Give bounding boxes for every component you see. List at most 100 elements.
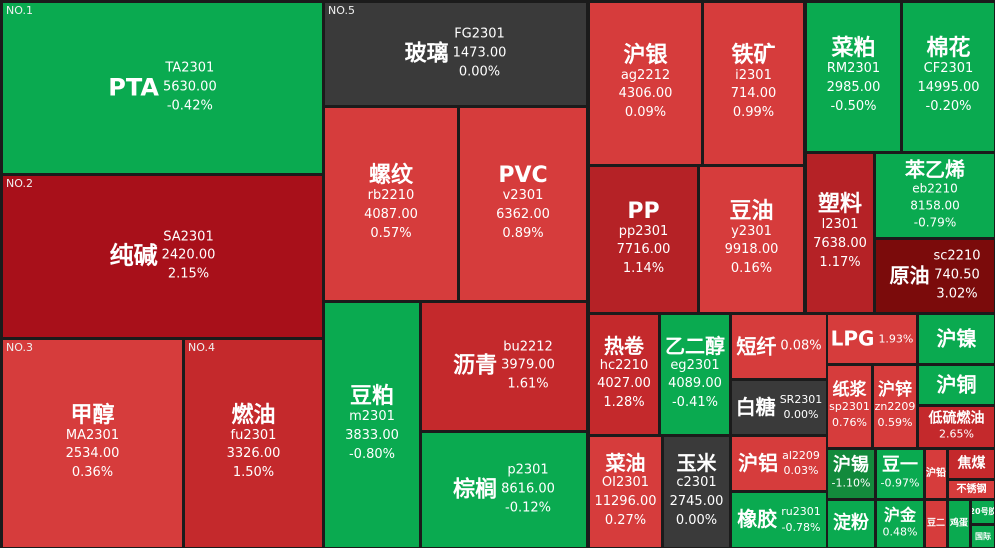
tile-code: bu2212 xyxy=(503,339,553,355)
tile-change: 1.14% xyxy=(622,261,665,277)
tile-info: TA2301 5630.00 -0.42% xyxy=(163,60,217,117)
treemap-tile-fu2301[interactable]: NO.4 燃油 fu2301 3326.00 1.50% xyxy=(184,339,323,548)
tile-price: 3979.00 xyxy=(501,358,555,374)
tile-content: 橡胶 ru2301 -0.78% xyxy=(737,504,821,536)
treemap-tile-21[interactable]: 短纤 0.08% xyxy=(731,314,827,379)
tile-code: m2301 xyxy=(349,409,395,425)
tile-content: 乙二醇 eg2301 4089.00 -0.41% xyxy=(665,335,725,414)
tile-name: 纸浆 xyxy=(832,379,867,400)
tile-content: 纸浆 sp2301 0.76% xyxy=(829,379,870,432)
treemap-tile-i2301[interactable]: 铁矿 i2301 714.00 0.99% xyxy=(703,2,804,165)
treemap-tile-38[interactable]: 淀粉 xyxy=(827,500,875,548)
tile-content: 沪铜 xyxy=(936,372,977,397)
tile-content: 短纤 0.08% xyxy=(736,336,821,357)
treemap-tile-ag2212[interactable]: 沪银 ag2212 4306.00 0.09% xyxy=(589,2,702,165)
treemap-tile-32[interactable]: 低硫燃油 2.65% xyxy=(918,406,995,448)
treemap-tile-28[interactable]: 沪镍 xyxy=(918,314,995,364)
treemap-tile-hc2210[interactable]: 热卷 hc2210 4027.00 1.28% xyxy=(589,314,659,435)
treemap-tile-rm2301[interactable]: 菜粕 RM2301 2985.00 -0.50% xyxy=(806,2,901,152)
treemap-tile-31[interactable]: 沪铜 xyxy=(918,365,995,405)
tile-content: 沪镍 xyxy=(937,328,977,350)
treemap-tile-ru2301[interactable]: 橡胶 ru2301 -0.78% xyxy=(731,492,827,548)
treemap-tile-sr2301[interactable]: 白糖 SR2301 0.00% xyxy=(731,380,827,435)
tile-change: -0.42% xyxy=(166,98,213,114)
treemap-tile-eg2301[interactable]: 乙二醇 eg2301 4089.00 -0.41% xyxy=(660,314,730,435)
treemap-tile-34[interactable]: 豆一 -0.97% xyxy=(876,449,924,499)
tile-content: 沪锡 -1.10% xyxy=(832,456,871,492)
tile-price: 9918.00 xyxy=(724,242,779,258)
tile-name: PTA xyxy=(108,73,159,102)
tile-name: 燃油 xyxy=(231,402,276,428)
tile-price: 2534.00 xyxy=(65,446,120,462)
tile-code: y2301 xyxy=(731,223,772,239)
tile-info: c2301 2745.00 0.00% xyxy=(670,474,724,531)
treemap-tile-ta2301[interactable]: NO.1 PTA TA2301 5630.00 -0.42% xyxy=(2,2,323,174)
tile-content: 燃油 fu2301 3326.00 1.50% xyxy=(227,404,281,484)
treemap-tile-p2301[interactable]: 棕榈 p2301 8616.00 -0.12% xyxy=(421,432,587,548)
tile-content: 塑料 l2301 7638.00 1.17% xyxy=(813,193,867,273)
treemap-tile-35[interactable]: 沪铅 xyxy=(925,449,947,499)
tile-change: 0.57% xyxy=(370,225,412,241)
tile-content: 苯乙烯 eb2210 8158.00 -0.79% xyxy=(905,158,965,232)
tile-content: 原油 sc2210 740.50 3.02% xyxy=(889,248,980,305)
tile-change: 0.76% xyxy=(832,416,867,430)
treemap-tile-rb2210[interactable]: 螺纹 rb2210 4087.00 0.57% xyxy=(324,107,458,301)
tile-price: 8616.00 xyxy=(501,481,555,497)
tile-change: -0.20% xyxy=(925,98,972,114)
treemap-tile-eb2210[interactable]: 苯乙烯 eb2210 8158.00 -0.79% xyxy=(875,153,995,238)
treemap-tile-pp2301[interactable]: PP pp2301 7716.00 1.14% xyxy=(589,166,698,313)
treemap-tile-v2301[interactable]: PVC v2301 6362.00 0.89% xyxy=(459,107,587,301)
tile-name: 玉米 xyxy=(676,451,717,476)
tile-code: SR2301 xyxy=(779,392,823,406)
treemap-tile-c2301[interactable]: 玉米 c2301 2745.00 0.00% xyxy=(663,436,730,548)
treemap-tile-37[interactable]: 不锈钢 xyxy=(948,480,995,499)
tile-change: 2.65% xyxy=(939,427,974,441)
treemap-tile-27[interactable]: LPG 1.93% xyxy=(827,314,917,364)
tile-name: 原油 xyxy=(889,263,930,288)
tile-name: 棉花 xyxy=(926,36,971,62)
treemap-tile-33[interactable]: 沪锡 -1.10% xyxy=(827,449,875,499)
treemap-tile-cf2301[interactable]: 棉花 CF2301 14995.00 -0.20% xyxy=(902,2,995,152)
tile-info: OI2301 11296.00 0.27% xyxy=(594,474,656,531)
tile-name: 沪锌 xyxy=(878,379,912,400)
tile-change: 1.61% xyxy=(507,376,549,392)
treemap-tile-m2301[interactable]: 豆粕 m2301 3833.00 -0.80% xyxy=(324,302,420,548)
treemap-tile-sa2301[interactable]: NO.2 纯碱 SA2301 2420.00 2.15% xyxy=(2,175,323,338)
tile-name: 国际 xyxy=(975,531,991,541)
tile-change: 1.93% xyxy=(878,332,914,346)
treemap-tile-y2301[interactable]: 豆油 y2301 9918.00 0.16% xyxy=(699,166,804,313)
treemap-tile-36[interactable]: 焦煤 xyxy=(948,449,995,479)
treemap-tile-al2209[interactable]: 沪铝 al2209 0.03% xyxy=(731,436,827,491)
treemap-tile-40[interactable]: 豆二 xyxy=(925,500,947,548)
treemap-tile-fg2301[interactable]: NO.5 玻璃 FG2301 1473.00 0.00% xyxy=(324,2,587,106)
tile-info: bu2212 3979.00 1.61% xyxy=(501,338,555,395)
treemap-tile-42[interactable]: 20号胶 xyxy=(971,500,995,524)
treemap-tile-41[interactable]: 鸡蛋 xyxy=(948,500,970,548)
tile-content: 玉米 c2301 2745.00 0.00% xyxy=(670,453,724,531)
treemap-tile-l2301[interactable]: 塑料 l2301 7638.00 1.17% xyxy=(806,153,874,313)
treemap-tile-oi2301[interactable]: 菜油 OI2301 11296.00 0.27% xyxy=(589,436,662,548)
tile-content: PTA TA2301 5630.00 -0.42% xyxy=(108,60,216,117)
tile-content: LPG 1.93% xyxy=(831,328,914,350)
treemap-tile-zn2209[interactable]: 沪锌 zn2209 0.59% xyxy=(873,365,917,448)
tile-code: ag2212 xyxy=(620,67,671,83)
tile-code: FG2301 xyxy=(454,26,505,42)
tile-change: 3.02% xyxy=(936,286,978,302)
treemap-tile-sc2210[interactable]: 原油 sc2210 740.50 3.02% xyxy=(875,239,995,313)
treemap-tile-43[interactable]: 国际 xyxy=(971,525,995,548)
treemap-tile-bu2212[interactable]: 沥青 bu2212 3979.00 1.61% xyxy=(421,302,587,431)
tile-name: 热卷 xyxy=(603,333,644,358)
tile-content: 白糖 SR2301 0.00% xyxy=(736,392,823,424)
tile-name: 棕榈 xyxy=(453,477,498,503)
tile-info: zn2209 0.59% xyxy=(875,399,916,431)
tile-change: 0.08% xyxy=(780,338,822,354)
tile-price: 11296.00 xyxy=(594,494,657,510)
tile-code: l2301 xyxy=(821,217,859,233)
treemap-tile-39[interactable]: 沪金 0.48% xyxy=(876,500,924,548)
tile-content: 焦煤 xyxy=(958,456,986,472)
tile-info: -1.10% xyxy=(832,475,871,491)
treemap-tile-ma2301[interactable]: NO.3 甲醇 MA2301 2534.00 0.36% xyxy=(2,339,183,548)
tile-name: 沪铜 xyxy=(936,372,977,397)
treemap-tile-sp2301[interactable]: 纸浆 sp2301 0.76% xyxy=(827,365,872,448)
tile-code: v2301 xyxy=(502,188,544,204)
